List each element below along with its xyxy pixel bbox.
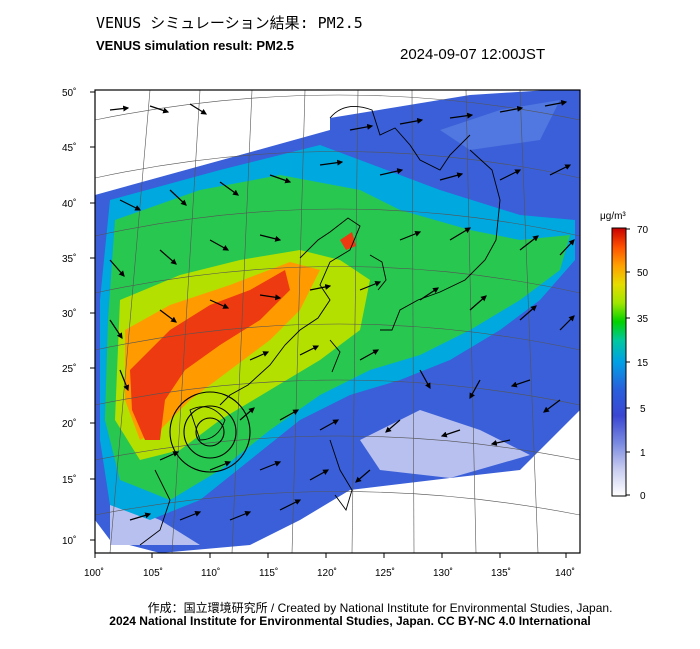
- colorbar-ticks: [626, 228, 630, 496]
- lon-label: 105˚: [143, 567, 163, 579]
- lat-label: 50˚: [62, 87, 76, 99]
- colorbar-label: 5: [640, 404, 646, 415]
- axis-ticks: [90, 91, 567, 558]
- forecast-datetime: 2024-09-07 12:00JST: [400, 46, 546, 63]
- coastlines: [139, 105, 501, 546]
- colorbar-unit: μg/m³: [600, 211, 626, 222]
- credit-line: 作成：国立環境研究所 / Created by National Institu…: [147, 601, 613, 615]
- lon-label: 115˚: [259, 567, 278, 579]
- colorbar-label: 35: [637, 314, 649, 325]
- lon-label: 140˚: [555, 567, 575, 579]
- colorbar: [611, 227, 627, 497]
- pm25-medium-low: [440, 100, 560, 150]
- typhoon-circulation: [169, 391, 251, 473]
- lon-label: 120˚: [317, 567, 337, 579]
- colorbar-label: 15: [637, 358, 649, 369]
- lat-label: 45˚: [62, 142, 76, 154]
- wind-arrows: [109, 99, 575, 521]
- lat-label: 25˚: [62, 363, 76, 375]
- lon-label: 130˚: [433, 567, 453, 579]
- lat-label: 30˚: [62, 308, 76, 320]
- title-japanese: VENUS シミュレーション結果: PM2.5: [96, 14, 363, 32]
- title-english: VENUS simulation result: PM2.5: [96, 38, 294, 53]
- lon-label: 135˚: [491, 567, 511, 579]
- lat-label: 10˚: [62, 535, 76, 547]
- lat-label: 35˚: [62, 253, 76, 265]
- lat-label: 40˚: [62, 198, 76, 210]
- pm25-low-area: [360, 410, 530, 478]
- colorbar-label: 1: [640, 448, 646, 459]
- colorbar-label: 70: [637, 225, 649, 236]
- colorbar-label: 0: [640, 491, 646, 502]
- lat-label: 15˚: [62, 474, 76, 486]
- colorbar-label: 50: [637, 268, 649, 279]
- lon-label: 100˚: [84, 567, 104, 579]
- graticule: [95, 90, 580, 553]
- map-frame: [94, 89, 581, 554]
- lat-label: 20˚: [62, 418, 76, 430]
- pm25-red-core: [130, 270, 290, 440]
- copyright-line: 2024 National Institute for Environmenta…: [109, 614, 591, 628]
- lon-label: 125˚: [375, 567, 395, 579]
- lon-label: 110˚: [201, 567, 220, 579]
